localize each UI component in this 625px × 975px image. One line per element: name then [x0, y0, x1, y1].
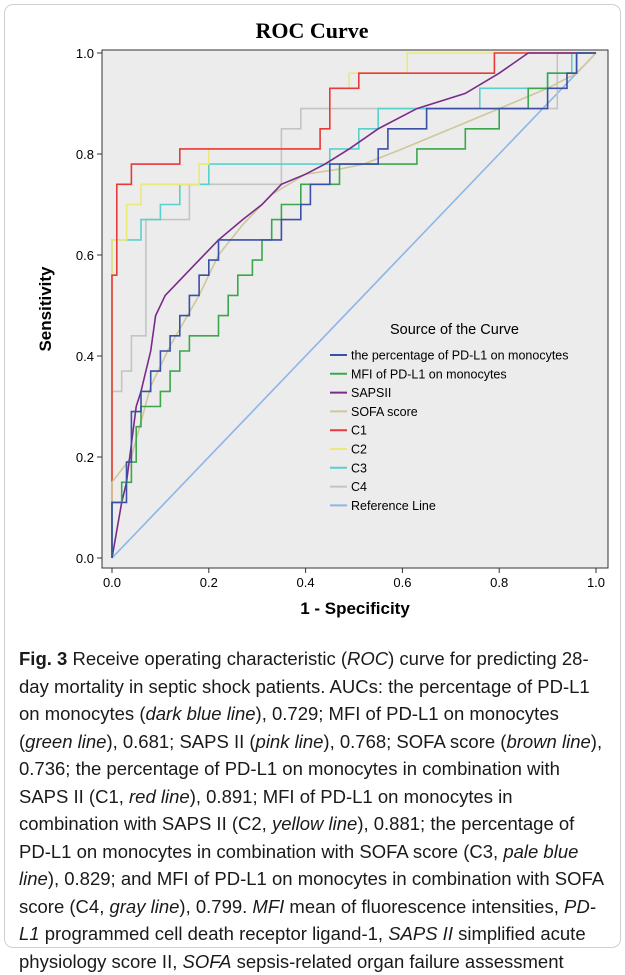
x-tick-label: 0.0 — [103, 575, 121, 590]
figure-caption: Fig. 3 Receive operating characteristic … — [19, 645, 609, 975]
x-tick-label: 0.2 — [200, 575, 218, 590]
y-tick-label: 0.8 — [76, 147, 94, 162]
x-tick-label: 0.8 — [490, 575, 508, 590]
caption-italic-text: pink line — [255, 730, 324, 752]
series-line-mfi-of-pd-l1-on-monocytes — [111, 52, 596, 558]
series-line-c1 — [111, 52, 596, 558]
caption-italic-text: SAPS II — [388, 923, 453, 944]
roc-chart: ROC Curve 0.0 0.2 0.4 0.6 0.8 1.0 0.0 0.2 0.4 0.6… — [5, 5, 620, 635]
series-line-sapsii — [111, 52, 596, 559]
legend-entry: SAPSII — [351, 386, 391, 400]
caption-text: programmed cell death receptor ligand-1, — [39, 923, 389, 944]
legend-entry: the percentage of PD-L1 on monocytes — [351, 349, 569, 363]
caption-italic-text: red line — [129, 785, 190, 807]
x-axis-label: 1 - Specificity — [300, 599, 410, 618]
caption-text: ), 0.829; and MFI of PD-L1 on monocytes … — [19, 868, 604, 917]
x-tick-label: 1.0 — [587, 575, 605, 590]
legend-entry: C4 — [351, 480, 367, 494]
y-tick-label: 1.0 — [76, 46, 94, 61]
axes-layer: 0.0 0.2 0.4 0.6 0.8 1.0 0.0 0.2 0.4 0.6 0.8 1.0 — [76, 46, 605, 590]
caption-italic-text: brown line — [506, 730, 591, 752]
legend-title: Source of the Curve — [390, 322, 519, 338]
x-tick-label: 0.6 — [393, 575, 411, 590]
legend-entry: C3 — [351, 461, 367, 475]
caption-italic-text: gray line — [109, 895, 180, 917]
caption-label: Fig. 3 — [19, 648, 68, 669]
caption-text: ), 0.799. — [179, 895, 253, 917]
caption-italic-text: green line — [25, 730, 107, 752]
caption-text: sepsis-related organ failure assessment — [231, 950, 564, 972]
y-tick-label: 0.4 — [76, 349, 94, 364]
caption-text: ), 0.881; the percentage of PD-L1 on mon… — [19, 813, 575, 862]
series-line-sofa-score — [111, 52, 597, 558]
caption-text: ), 0.891; MFI of PD-L1 on monocytes in c… — [19, 785, 513, 835]
caption-italic-text: ROC — [347, 648, 389, 669]
caption-italic-text: PD-L1 — [19, 895, 596, 945]
series-line-reference-line — [111, 52, 597, 559]
series-line-the-percentage-of-pd-l1-on-monocytes — [111, 52, 596, 558]
series-layer — [111, 52, 597, 559]
legend-entry: C2 — [351, 443, 367, 457]
roc-chart-svg: ROC Curve 0.0 0.2 0.4 0.6 0.8 1.0 0.0 0.2 0.4 0.6… — [36, 18, 609, 618]
figure-frame: ROC Curve 0.0 0.2 0.4 0.6 0.8 1.0 0.0 0.2 0.4 0.6… — [4, 4, 621, 972]
legend: Source of the Curve the percentage of PD… — [330, 322, 569, 513]
legend-entry: Reference Line — [351, 499, 436, 513]
caption-italic-text: yellow line — [271, 813, 358, 834]
legend-entry: MFI of PD-L1 on monocytes — [351, 367, 507, 381]
y-tick-label: 0.2 — [76, 450, 94, 465]
caption-text: ) curve for predicting 28-day mortality … — [19, 648, 590, 724]
caption-text: ), 0.729; MFI of PD-L1 on monocytes ( — [19, 703, 559, 752]
caption-italic-text: dark blue line — [145, 703, 256, 724]
caption-text: ), 0.681; SAPS II ( — [106, 730, 256, 752]
caption-italic-text: SOFA — [182, 950, 232, 972]
caption-text: mean of fluorescence intensities, — [284, 895, 564, 917]
caption-text: ), 0.768; SOFA score ( — [323, 730, 507, 752]
x-tick-label: 0.4 — [297, 575, 315, 590]
y-tick-label: 0.6 — [76, 248, 94, 263]
chart-title: ROC Curve — [255, 18, 368, 43]
caption-text: ), 0.736; the percentage of PD-L1 on mon… — [19, 730, 603, 807]
legend-entry: SOFA score — [351, 405, 418, 419]
y-tick-label: 0.0 — [76, 551, 94, 566]
plot-area — [101, 49, 609, 569]
caption-text: Receive operating characteristic ( — [67, 648, 347, 669]
y-axis-label: Sensitivity — [36, 266, 55, 352]
caption-italic-text: pale blue line — [19, 840, 579, 890]
caption-italic-text: MFI — [252, 895, 285, 917]
legend-entry: C1 — [351, 424, 367, 438]
